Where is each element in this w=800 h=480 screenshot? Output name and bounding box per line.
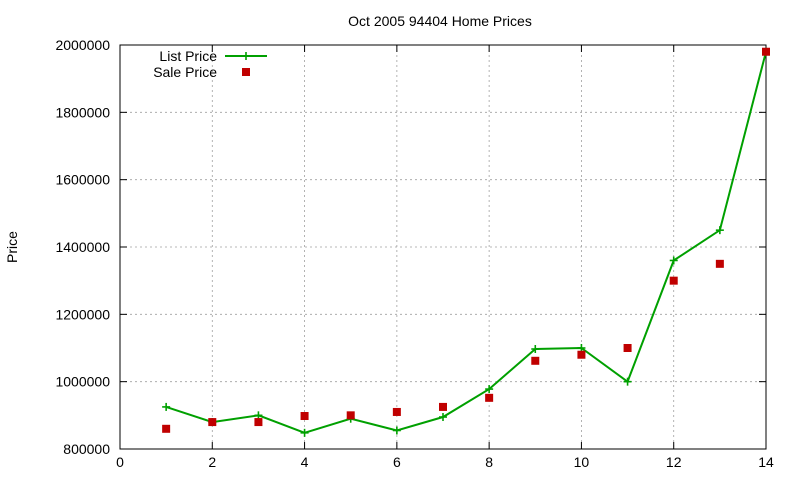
data-point [577,350,586,359]
data-point [346,411,355,420]
legend-label: List Price [159,48,217,64]
data-point [208,418,217,427]
legend-marker [242,52,250,60]
data-point [669,256,678,265]
y-tick-label: 1600000 [55,172,110,188]
data-point [531,356,540,365]
legend-marker [242,68,250,76]
data-point [669,276,678,285]
data-point [254,418,263,427]
x-tick-label: 12 [666,454,682,470]
data-point [300,428,309,437]
data-point [715,259,724,268]
data-point [162,424,171,433]
y-tick-label: 1200000 [55,306,110,322]
series-sale-price [162,47,770,433]
y-axis-label: Price [4,231,20,263]
y-tick-label: 1800000 [55,104,110,120]
data-point [715,226,724,235]
y-tick-label: 2000000 [55,37,110,53]
data-series [162,47,770,437]
data-point [392,426,401,435]
chart-title: Oct 2005 94404 Home Prices [348,13,532,29]
data-point [439,402,447,411]
x-tick-label: 10 [574,454,590,470]
x-tick-label: 8 [485,454,493,470]
x-tick-label: 0 [116,454,124,470]
x-tick-label: 6 [393,454,401,470]
data-point [485,385,494,394]
data-point [577,344,586,352]
series-list-price [162,47,770,437]
data-point [254,411,263,420]
y-tick-label: 1000000 [55,374,110,390]
legend-label: Sale Price [153,64,217,80]
data-point [623,344,632,352]
data-point [300,412,309,421]
axis-ticks: 0 2 4 6 8 10 12 14 800000 1000000 1200000 1400000 16… [55,37,774,470]
x-tick-label: 14 [758,454,774,470]
data-point [531,345,540,354]
data-point [762,47,770,56]
y-tick-label: 800000 [63,441,110,457]
data-point [392,407,401,416]
series-line [165,51,767,434]
data-point [485,393,494,402]
data-point [162,402,171,411]
data-point [439,413,447,422]
x-tick-label: 4 [301,454,309,470]
x-tick-label: 2 [208,454,216,470]
data-point [623,377,632,386]
y-tick-label: 1400000 [55,239,110,255]
grid-lines [120,45,766,449]
